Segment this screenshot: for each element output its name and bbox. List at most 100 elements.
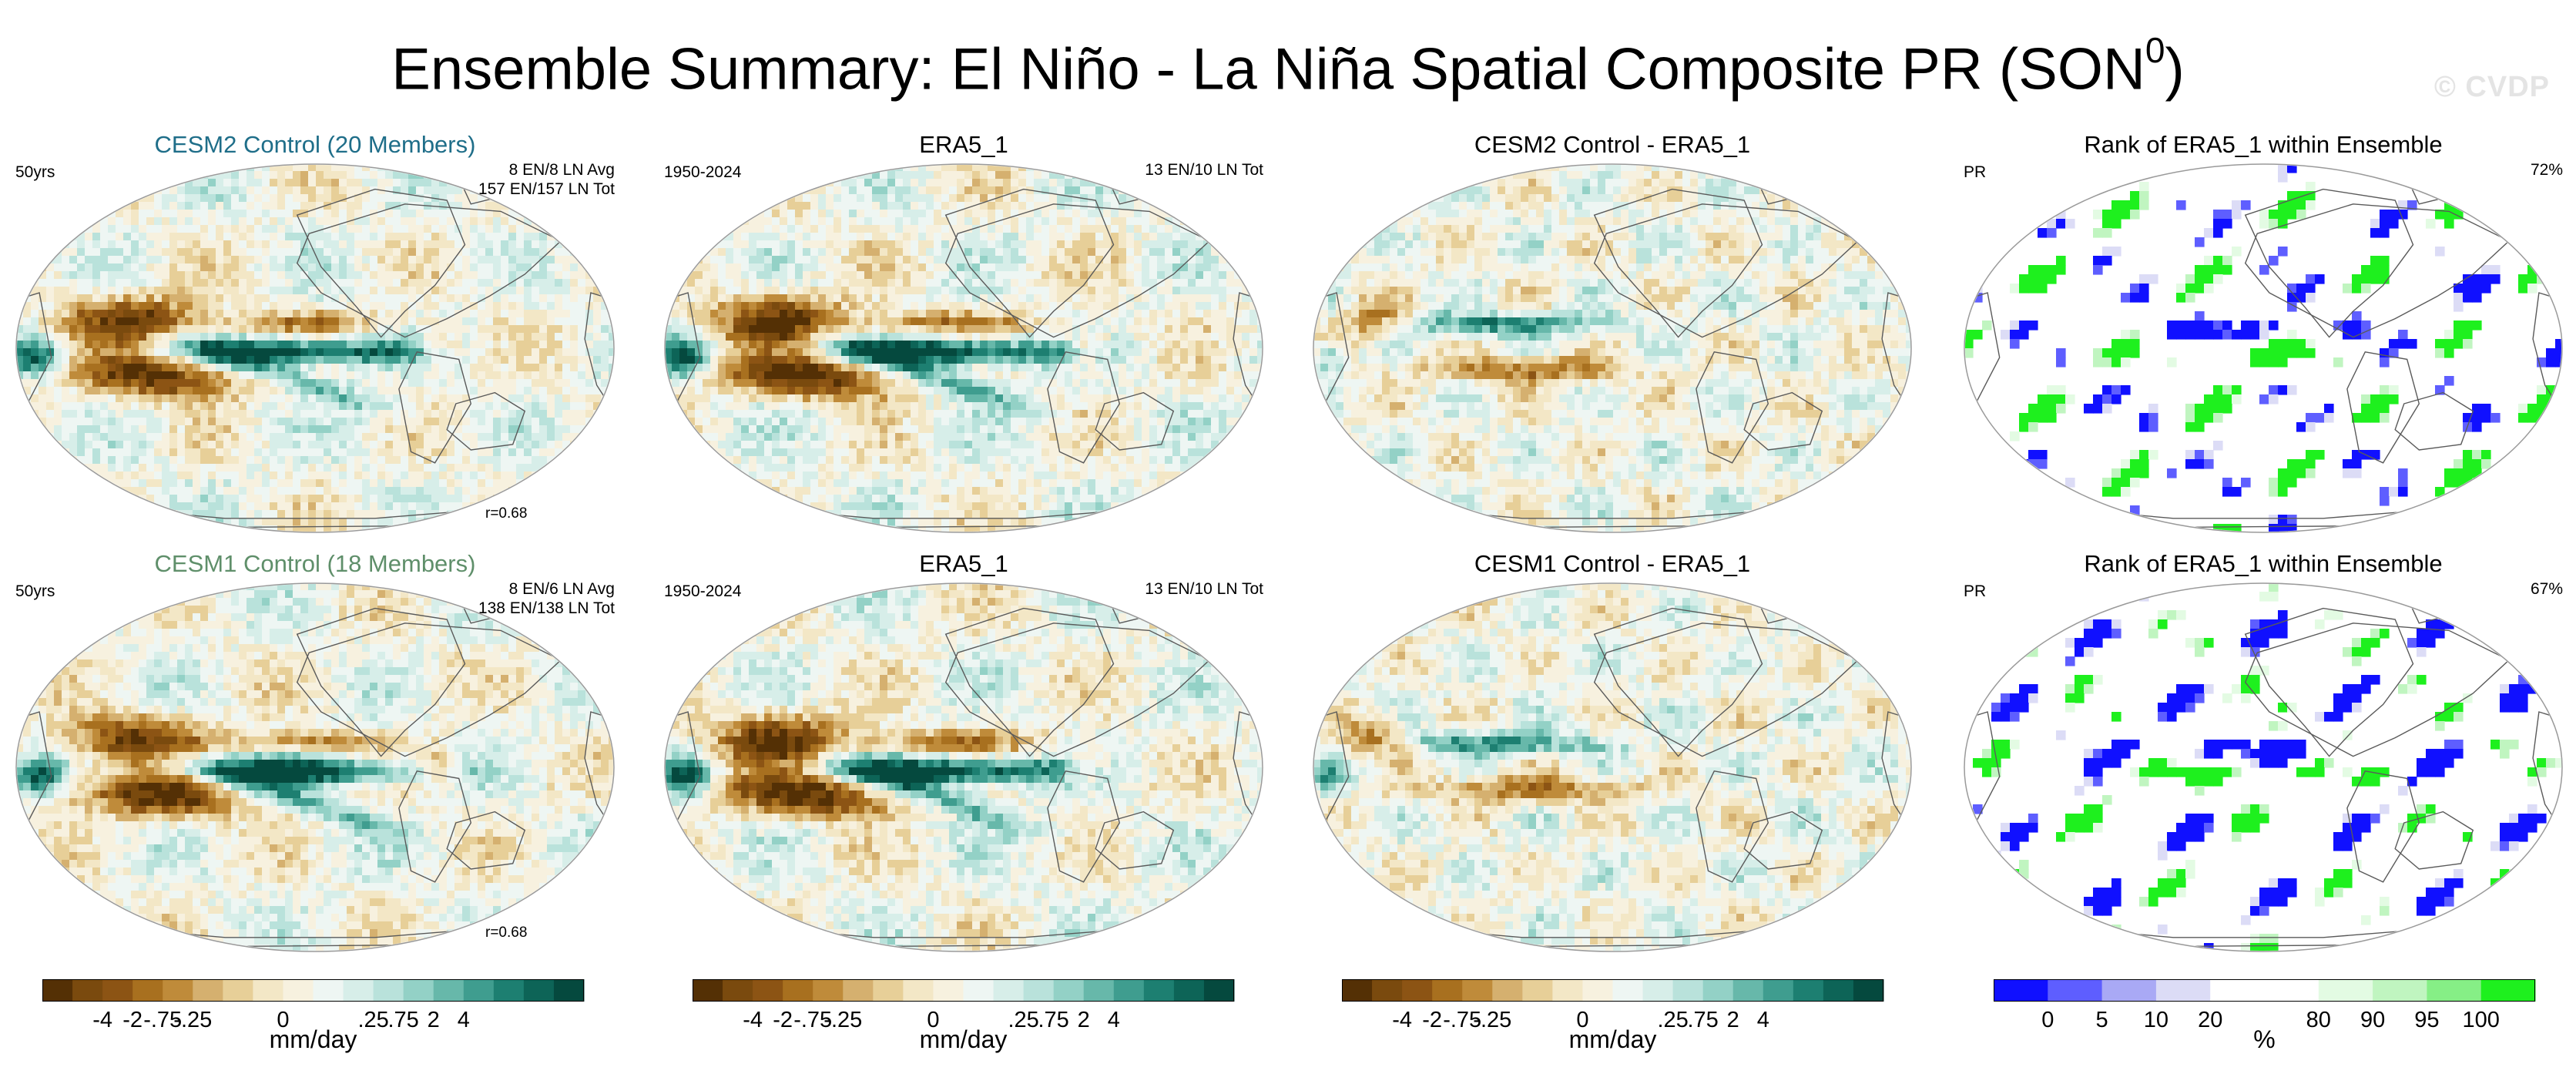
colorbar-box <box>963 979 995 1002</box>
colorbar-tick-label: -4 <box>1392 1008 1412 1032</box>
colorbar-box <box>1552 979 1583 1002</box>
colorbar-box <box>132 979 163 1002</box>
colorbar-tick-label: -2 <box>1422 1008 1442 1032</box>
colorbar-tick-label: 2 <box>428 1008 440 1032</box>
colorbar-box <box>72 979 103 1002</box>
panel-right-label-line: 157 EN/157 LN Tot <box>478 180 615 198</box>
colorbar-box <box>313 979 344 1002</box>
colorbar-box <box>873 979 904 1002</box>
colorbar-box <box>1732 979 1764 1002</box>
colorbar-unit: mm/day <box>269 1025 357 1053</box>
panel-right-label: 8 EN/8 LN Avg 157 EN/157 LN Tot <box>291 160 615 199</box>
map-boundary <box>1964 163 2563 533</box>
colorbar-box <box>2101 979 2157 1002</box>
colorbar-box <box>1462 979 1493 1002</box>
colorbar-tick-label: -2 <box>122 1008 143 1032</box>
colorbar-tick-label: 0 <box>277 1008 289 1032</box>
colorbar-box <box>693 979 723 1002</box>
map-composite <box>15 163 615 533</box>
colorbar: -4 -2 -.75-.25 0 .25.75 2 4 <box>1342 979 1884 1032</box>
colorbar-box <box>783 979 813 1002</box>
coastline <box>1593 607 1763 757</box>
map-boundary <box>1964 582 2563 952</box>
cvdp-watermark: © CVDP <box>2433 71 2550 103</box>
coastline <box>1095 391 1175 451</box>
colorbar-tick-label: -.25 <box>173 1008 212 1032</box>
colorbar-tick-label: .25 <box>1008 1008 1038 1032</box>
coastline <box>2244 607 2414 757</box>
colorbar-box <box>163 979 193 1002</box>
panel-right-label: 8 EN/6 LN Avg 138 EN/138 LN Tot <box>291 579 615 618</box>
coastline <box>398 770 472 883</box>
colorbar-tick-label: 4 <box>1757 1008 1769 1032</box>
coastline <box>17 292 52 414</box>
panel-title: CESM2 Control (20 Members) <box>154 131 476 158</box>
colorbar-unit: mm/day <box>919 1025 1008 1053</box>
map-boundary <box>1313 582 1912 952</box>
coastline <box>1593 203 1860 338</box>
colorbar-box <box>253 979 283 1002</box>
map-composite <box>664 163 1263 533</box>
coastline <box>2244 623 2511 757</box>
colorbar-tick-label: 0 <box>927 1008 939 1032</box>
map-difference <box>1313 582 1912 952</box>
coastline <box>398 351 472 464</box>
coastline <box>2394 391 2474 451</box>
coastline <box>1593 623 1860 757</box>
panel-right-label: 67% <box>2239 579 2563 599</box>
coastline <box>944 203 1211 338</box>
colorbar-box <box>843 979 874 1002</box>
colorbar-box <box>343 979 374 1002</box>
panel-title: ERA5_1 <box>919 550 1008 577</box>
map-boundary <box>15 582 615 952</box>
colorbar-tick-label: 20 <box>2198 1008 2222 1032</box>
colorbar-tick-label: .25 <box>357 1008 388 1032</box>
coastline <box>2244 203 2511 338</box>
coastline <box>1965 711 2001 834</box>
colorbar: -4 -2 -.75-.25 0 .25.75 2 4 <box>693 979 1235 1032</box>
colorbar-tick-label: 80 <box>2306 1008 2331 1032</box>
colorbar-tick-label: 5 <box>2096 1008 2108 1032</box>
colorbar-box <box>2155 979 2211 1002</box>
colorbar-tick-label: 100 <box>2463 1008 2500 1032</box>
colorbar-tick-label: .75 <box>388 1008 419 1032</box>
colorbar-box <box>1023 979 1055 1002</box>
colorbar-box <box>283 979 314 1002</box>
coastline <box>17 711 52 834</box>
colorbar-box <box>553 979 585 1002</box>
colorbar-box <box>42 979 73 1002</box>
colorbar-tick-label: 95 <box>2414 1008 2439 1032</box>
panel-title: Rank of ERA5_1 within Ensemble <box>2084 550 2443 577</box>
colorbar-box <box>1342 979 1373 1002</box>
coastline <box>666 292 701 414</box>
panel-left-label: PR <box>1964 582 1987 600</box>
colorbar-box <box>373 979 404 1002</box>
coastline <box>2244 188 2414 338</box>
colorbar-tick-label: 0 <box>1576 1008 1588 1032</box>
colorbar-tick-label: .75 <box>1038 1008 1069 1032</box>
colorbar-tick-label: -.25 <box>823 1008 862 1032</box>
colorbar-box <box>102 979 133 1002</box>
colorbar-box <box>1672 979 1704 1002</box>
panel-right-label-line: 13 EN/10 LN Tot <box>1145 580 1263 598</box>
map-composite <box>15 582 615 952</box>
page-title: Ensemble Summary: El Niño - La Niña Spat… <box>391 30 2185 102</box>
colorbar: -4 -2 -.75-.25 0 .25.75 2 4 <box>42 979 585 1032</box>
coastline <box>1314 292 1350 414</box>
coastline <box>1965 292 2001 414</box>
colorbar-tick-label: .75 <box>1688 1008 1719 1032</box>
colorbar-box <box>2427 979 2482 1002</box>
coastline <box>1696 351 1769 464</box>
coastline <box>944 607 1115 757</box>
colorbar-box <box>1612 979 1644 1002</box>
colorbar-box <box>933 979 964 1002</box>
colorbar-box <box>813 979 844 1002</box>
colorbar-tick-label: 2 <box>1078 1008 1090 1032</box>
panel-title: ERA5_1 <box>919 131 1008 158</box>
colorbar-box <box>1053 979 1085 1002</box>
coastline <box>2394 810 2474 870</box>
colorbar-tick-label: -2 <box>773 1008 793 1032</box>
coastline <box>1593 188 1763 338</box>
colorbar-box <box>1083 979 1115 1002</box>
coastline <box>446 810 526 870</box>
